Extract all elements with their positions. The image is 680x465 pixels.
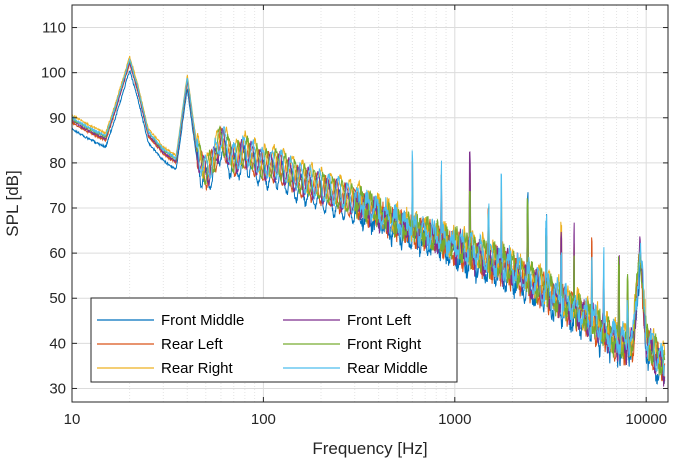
y-tick-label: 100 (41, 65, 66, 82)
legend-label: Front Left (347, 312, 412, 329)
plot-frame (71, 4, 669, 403)
y-tick-label: 40 (49, 335, 66, 352)
y-axis-ticks: 30 40 50 60 70 80 90 100 110 (41, 20, 668, 397)
legend: Front Middle Rear Left Rear Right Front Lef… (90, 297, 458, 383)
series-lines (71, 55, 666, 387)
legend-label: Rear Left (161, 336, 224, 353)
x-tick-label: 10000 (625, 411, 667, 428)
legend-label: Front Right (347, 336, 422, 353)
series-line-rear-middle (71, 57, 666, 377)
y-tick-label: 90 (49, 110, 66, 127)
y-tick-label: 80 (49, 155, 66, 172)
y-tick-label: 60 (49, 245, 66, 262)
y-tick-label: 30 (49, 380, 66, 397)
y-axis-label: SPL [dB] (3, 170, 22, 236)
legend-label: Front Middle (161, 312, 244, 329)
series-line-front-left (71, 61, 666, 387)
x-tick-label: 10 (64, 411, 81, 428)
x-axis-label: Frequency [Hz] (312, 439, 427, 458)
x-axis-ticks: 10 100 1000 10000 (64, 5, 667, 428)
y-tick-label: 70 (49, 200, 66, 217)
x-tick-label: 1000 (438, 411, 471, 428)
y-tick-label: 50 (49, 290, 66, 307)
y-tick-label: 110 (42, 20, 66, 37)
legend-label: Rear Middle (347, 360, 428, 377)
legend-label: Rear Right (161, 360, 234, 377)
x-tick-label: 100 (251, 411, 276, 428)
